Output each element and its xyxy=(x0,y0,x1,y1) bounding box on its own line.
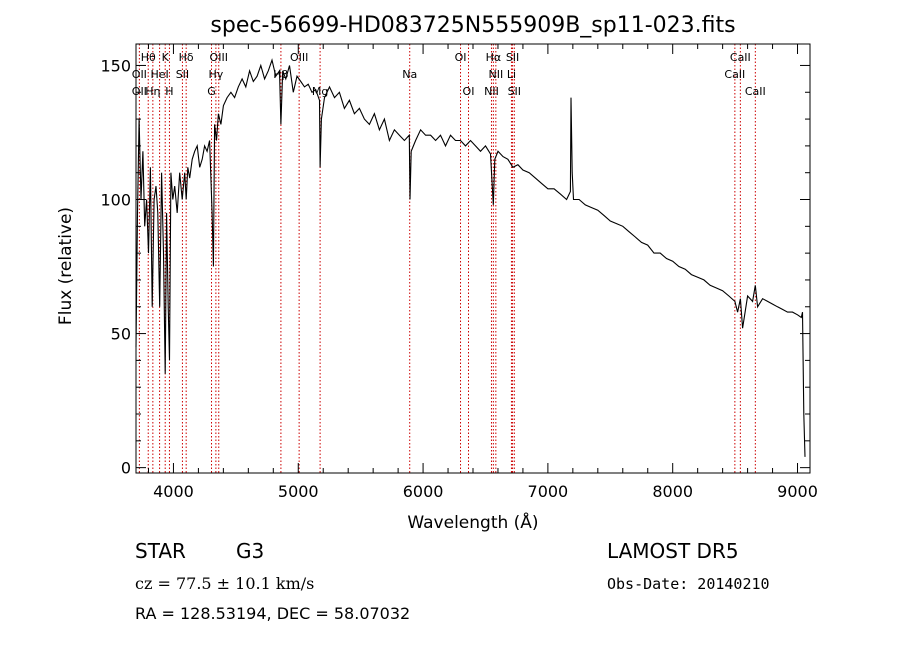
y-tick-label: 0 xyxy=(121,459,131,478)
line-label: OII xyxy=(132,68,147,81)
spectral-subclass: G3 xyxy=(236,539,265,563)
line-label: Hγ xyxy=(208,68,223,81)
plot-frame xyxy=(135,43,811,474)
line-label: Na xyxy=(402,68,417,81)
line-label: HeI xyxy=(150,68,168,81)
line-labels: Hθ K Hδ OIII OIII OI Hα SII CaII OII HeI SII Hγ Hβ Na N… xyxy=(132,51,766,98)
y-tick-label: 50 xyxy=(111,325,131,344)
x-tick-label: 5000 xyxy=(278,482,319,501)
spectrum-line xyxy=(135,58,806,457)
x-axis-label: Wavelength (Å) xyxy=(407,511,538,533)
line-label: Hδ xyxy=(179,51,194,64)
line-label: OIII xyxy=(290,51,308,64)
axis-ticks: 4000 5000 6000 7000 8000 9000 0 50 100 150 xyxy=(100,44,818,501)
line-label: CaII xyxy=(724,68,745,81)
x-tick-label: 9000 xyxy=(777,482,818,501)
line-label: OIII xyxy=(210,51,228,64)
line-label: Hη xyxy=(145,85,160,98)
x-tick-label: 6000 xyxy=(403,482,444,501)
line-label: Hβ xyxy=(273,68,288,81)
line-label: OI xyxy=(463,85,475,98)
line-label: H xyxy=(165,85,173,98)
line-label: Li xyxy=(507,68,516,81)
y-axis-label: Flux (relative) xyxy=(56,207,76,325)
line-label: SII xyxy=(508,85,521,98)
line-label: SII xyxy=(506,51,519,64)
y-tick-label: 100 xyxy=(100,191,131,210)
line-label: NII xyxy=(484,85,499,98)
redshift-velocity: cz = 77.5 ± 10.1 km/s xyxy=(135,574,315,593)
y-tick-label: 150 xyxy=(100,56,131,75)
line-label: Hα xyxy=(486,51,502,64)
data-release: LAMOST DR5 xyxy=(607,539,739,563)
line-label: G xyxy=(207,85,216,98)
object-class: STAR xyxy=(135,539,186,563)
line-label: Mg xyxy=(312,85,328,98)
chart-title: spec-56699-HD083725N555909B_sp11-023.fit… xyxy=(210,13,735,38)
line-label: NII xyxy=(488,68,503,81)
coordinates: RA = 128.53194, DEC = 58.07032 xyxy=(135,604,411,623)
x-tick-label: 8000 xyxy=(652,482,693,501)
line-label: Hθ xyxy=(141,51,156,64)
line-label: SII xyxy=(176,68,189,81)
line-label: K xyxy=(162,51,170,64)
observation-date: Obs-Date: 20140210 xyxy=(607,575,770,593)
emission-line-markers xyxy=(138,44,756,473)
line-label: OII xyxy=(132,85,147,98)
x-tick-label: 7000 xyxy=(528,482,569,501)
line-label: CaII xyxy=(745,85,766,98)
line-label: CaII xyxy=(730,51,751,64)
line-label: OI xyxy=(455,51,467,64)
x-tick-label: 4000 xyxy=(153,482,194,501)
